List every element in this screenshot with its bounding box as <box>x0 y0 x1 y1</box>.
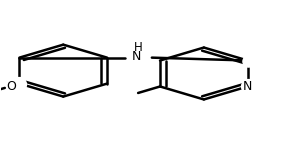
Text: N: N <box>243 80 252 93</box>
Text: O: O <box>6 80 16 93</box>
Text: N: N <box>132 50 141 63</box>
Text: H: H <box>133 41 142 54</box>
